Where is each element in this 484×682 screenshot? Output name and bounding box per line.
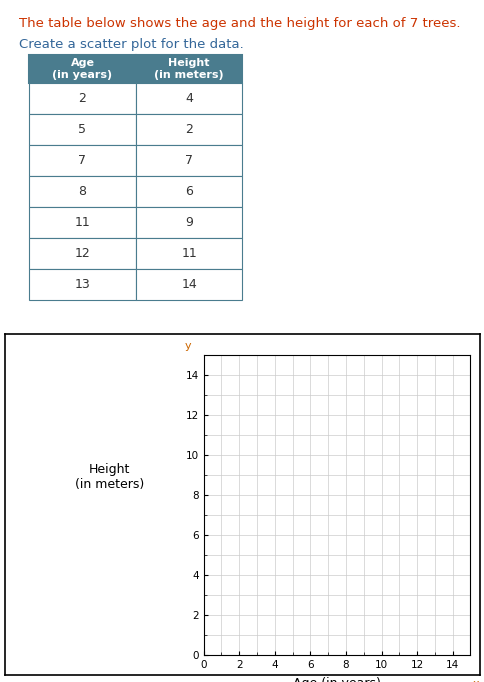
Bar	[136, 269, 242, 300]
Text: 6: 6	[185, 186, 193, 198]
Text: The table below shows the age and the height for each of 7 trees.: The table below shows the age and the he…	[19, 17, 460, 30]
Text: 13: 13	[75, 278, 90, 291]
FancyBboxPatch shape	[136, 55, 242, 83]
Bar	[136, 145, 242, 176]
Bar	[29, 115, 136, 145]
Text: 4: 4	[185, 93, 193, 106]
Text: 5: 5	[78, 123, 86, 136]
Text: 14: 14	[181, 278, 197, 291]
Text: 11: 11	[75, 216, 90, 229]
Text: Height
(in meters): Height (in meters)	[75, 463, 144, 492]
Text: Create a scatter plot for the data.: Create a scatter plot for the data.	[19, 38, 243, 50]
Bar	[136, 83, 242, 115]
Text: 7: 7	[185, 154, 193, 167]
Text: x: x	[471, 679, 478, 682]
Text: 12: 12	[75, 247, 90, 260]
FancyBboxPatch shape	[29, 55, 136, 83]
Bar	[29, 238, 136, 269]
Text: 8: 8	[78, 186, 86, 198]
Bar	[29, 176, 136, 207]
Bar	[136, 176, 242, 207]
Bar	[29, 269, 136, 300]
Text: 11: 11	[181, 247, 197, 260]
Bar	[29, 83, 136, 115]
Bar	[136, 207, 242, 238]
Text: Age
(in years): Age (in years)	[52, 58, 112, 80]
Text: y: y	[184, 340, 191, 351]
X-axis label: Age (in years): Age (in years)	[292, 677, 380, 682]
Bar	[29, 207, 136, 238]
Bar	[136, 238, 242, 269]
Text: Height
(in meters): Height (in meters)	[154, 58, 224, 80]
Bar	[136, 115, 242, 145]
Text: 7: 7	[78, 154, 86, 167]
Text: 9: 9	[185, 216, 193, 229]
Bar	[29, 145, 136, 176]
Text: 2: 2	[78, 93, 86, 106]
Text: 2: 2	[185, 123, 193, 136]
